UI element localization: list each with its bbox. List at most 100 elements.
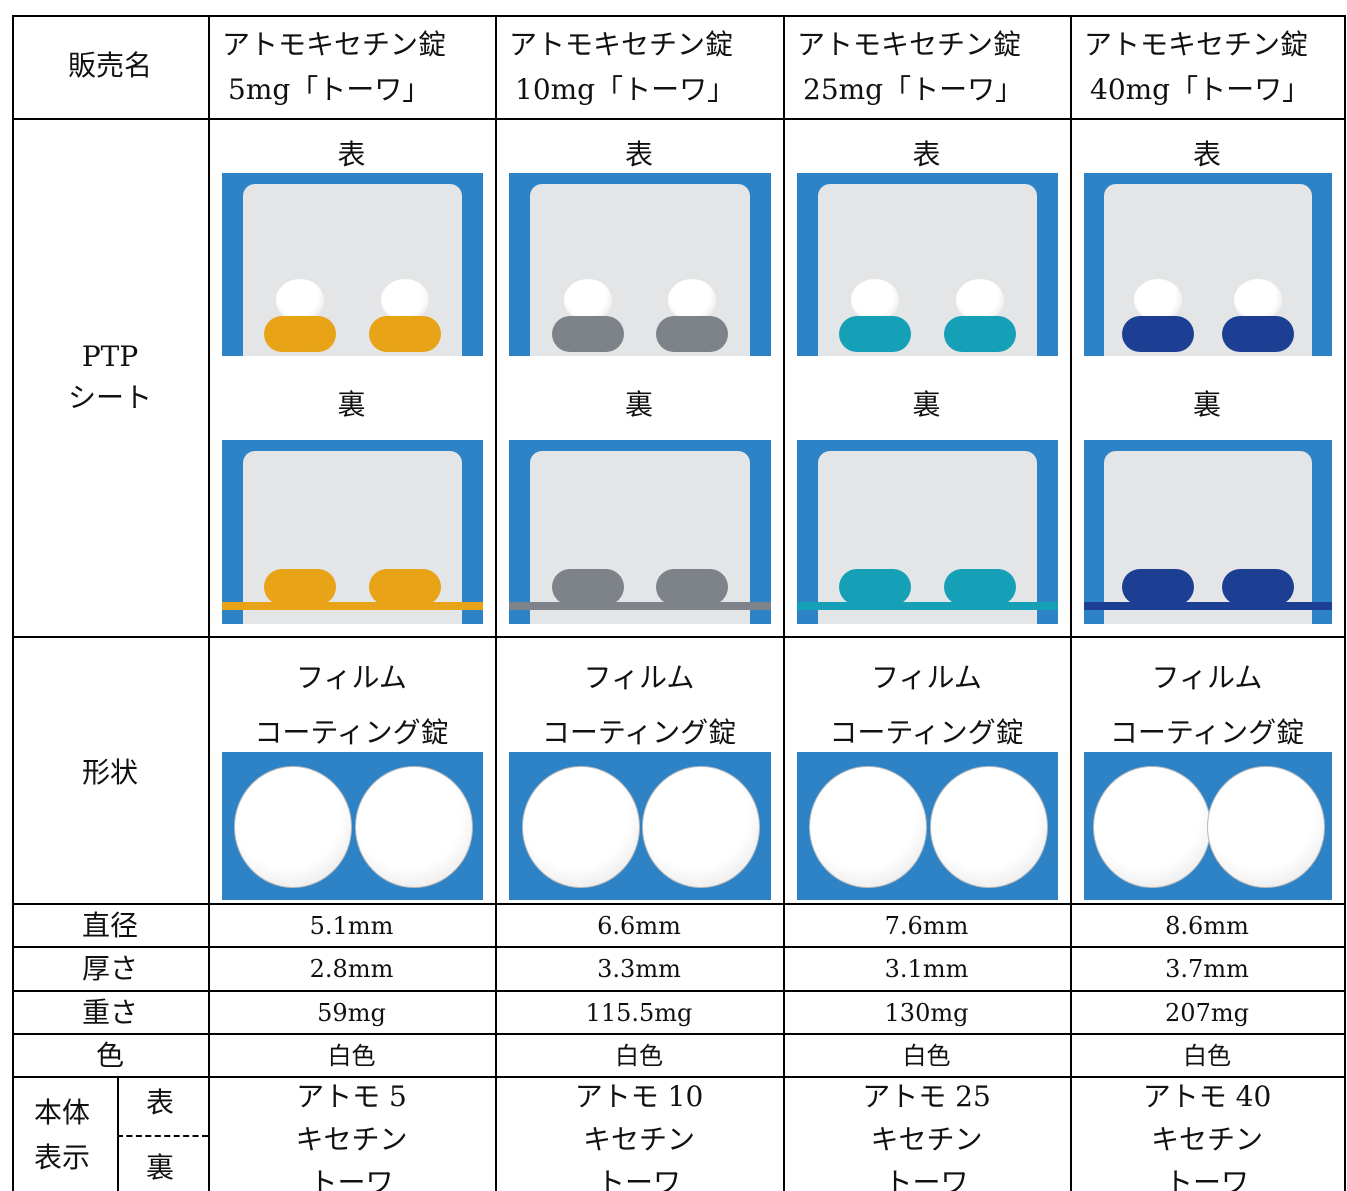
shape-text: フィルム bbox=[1151, 661, 1263, 694]
marking-text: キセチン bbox=[582, 1123, 696, 1156]
ptp-front bbox=[1084, 173, 1332, 356]
illustration-part bbox=[354, 766, 473, 888]
rule bbox=[12, 946, 1344, 948]
row-label: 直径 bbox=[81, 908, 139, 942]
side-label: 裏 bbox=[912, 388, 941, 421]
side-label: 表 bbox=[337, 138, 366, 171]
cell-value: 6.6mm bbox=[597, 911, 681, 940]
cell-value: 白色 bbox=[1183, 1041, 1231, 1070]
illustration-part bbox=[276, 279, 325, 322]
illustration-part bbox=[521, 766, 640, 888]
rule bbox=[117, 1076, 119, 1191]
marking-text: キセチン bbox=[1150, 1123, 1264, 1156]
product-name: アトモキセチン錠 bbox=[797, 28, 1022, 61]
marking-text: トーワ bbox=[1164, 1166, 1250, 1191]
marking-text: アトモ 25 bbox=[862, 1080, 991, 1113]
illustration-part bbox=[234, 766, 353, 888]
illustration-part bbox=[563, 279, 612, 322]
rule bbox=[12, 1033, 1344, 1035]
illustration-part bbox=[1233, 279, 1282, 322]
illustration-part bbox=[851, 279, 900, 322]
cell-value: 130mg bbox=[884, 998, 969, 1027]
cell-value: 3.3mm bbox=[597, 955, 681, 983]
illustration-part bbox=[1221, 315, 1294, 352]
marking-text: トーワ bbox=[596, 1166, 682, 1191]
shape-text: コーティング錠 bbox=[1109, 716, 1305, 749]
illustration-part bbox=[839, 568, 912, 605]
cell-value: 白色 bbox=[615, 1041, 663, 1070]
illustration-part bbox=[368, 568, 441, 605]
illustration-part bbox=[656, 315, 729, 352]
shape-text: コーティング錠 bbox=[541, 716, 737, 749]
cell-value: 2.8mm bbox=[309, 955, 394, 983]
illustration-part bbox=[551, 315, 624, 352]
ptp-front bbox=[509, 173, 771, 356]
rule bbox=[12, 15, 14, 1191]
row-label: 販売名 bbox=[67, 49, 153, 82]
marking-text: キセチン bbox=[870, 1123, 983, 1156]
illustration-part bbox=[797, 602, 1058, 610]
side-label: 裏 bbox=[337, 388, 366, 421]
side-label: 表 bbox=[1192, 138, 1222, 171]
tablet-photo bbox=[222, 752, 483, 900]
shape-text: フィルム bbox=[871, 661, 982, 694]
row-label: 重さ bbox=[81, 995, 139, 1029]
product-strength: 25mg「トーワ」 bbox=[803, 73, 1024, 106]
illustration-part bbox=[943, 568, 1016, 605]
shape-text: コーティング錠 bbox=[254, 716, 449, 749]
rule bbox=[12, 118, 1344, 120]
illustration-part bbox=[222, 602, 483, 610]
marking-text: アトモ 10 bbox=[574, 1080, 704, 1113]
row-label: 色 bbox=[95, 1038, 125, 1072]
illustration-part bbox=[1084, 602, 1332, 610]
cell-value: 8.6mm bbox=[1165, 911, 1249, 940]
illustration-part bbox=[642, 766, 761, 888]
cell-value: 白色 bbox=[902, 1041, 951, 1070]
tablet-photo bbox=[1084, 752, 1332, 900]
cell-value: 5.1mm bbox=[309, 911, 394, 940]
row-label: 本体 bbox=[33, 1096, 91, 1129]
cell-value: 207mg bbox=[1165, 998, 1249, 1027]
illustration-part bbox=[656, 568, 729, 605]
rule bbox=[783, 15, 785, 1191]
illustration-part bbox=[1122, 568, 1195, 605]
product-name: アトモキセチン錠 bbox=[1084, 28, 1309, 61]
illustration-part bbox=[368, 315, 441, 352]
tablet-photo bbox=[509, 752, 771, 900]
rule bbox=[12, 1076, 1344, 1078]
illustration-part bbox=[1092, 766, 1211, 888]
marking-text: アトモ 40 bbox=[1142, 1080, 1272, 1113]
product-strength: 10mg「トーワ」 bbox=[515, 73, 736, 106]
rule bbox=[12, 15, 1344, 17]
rule bbox=[1070, 15, 1072, 1191]
illustration-part bbox=[264, 315, 337, 352]
product-name: アトモキセチン錠 bbox=[509, 28, 734, 61]
ptp-back bbox=[222, 440, 483, 624]
ptp-back bbox=[1084, 440, 1332, 624]
illustration-part bbox=[1122, 315, 1195, 352]
illustration-part bbox=[929, 766, 1048, 888]
row-label: 表示 bbox=[33, 1141, 91, 1174]
cell-value: 115.5mg bbox=[585, 998, 693, 1027]
illustration-part bbox=[509, 602, 771, 610]
side-label: 裏 bbox=[624, 388, 654, 421]
product-strength: 5mg「トーワ」 bbox=[228, 73, 431, 106]
marking-text: トーワ bbox=[884, 1166, 969, 1191]
side-label: 表 bbox=[145, 1086, 175, 1119]
dashed-rule bbox=[117, 1135, 208, 1137]
rule bbox=[208, 15, 210, 1191]
ptp-back bbox=[509, 440, 771, 624]
row-label: 形状 bbox=[81, 756, 139, 789]
side-label: 表 bbox=[912, 138, 941, 171]
ptp-back bbox=[797, 440, 1058, 624]
cell-value: 3.1mm bbox=[884, 955, 969, 983]
product-name: アトモキセチン錠 bbox=[222, 28, 447, 61]
side-label: 裏 bbox=[145, 1151, 175, 1184]
cell-value: 59mg bbox=[317, 998, 386, 1027]
illustration-part bbox=[1221, 568, 1294, 605]
rule bbox=[12, 990, 1344, 992]
illustration-part bbox=[380, 279, 429, 322]
rule bbox=[12, 636, 1344, 638]
cell-value: 白色 bbox=[327, 1041, 376, 1070]
